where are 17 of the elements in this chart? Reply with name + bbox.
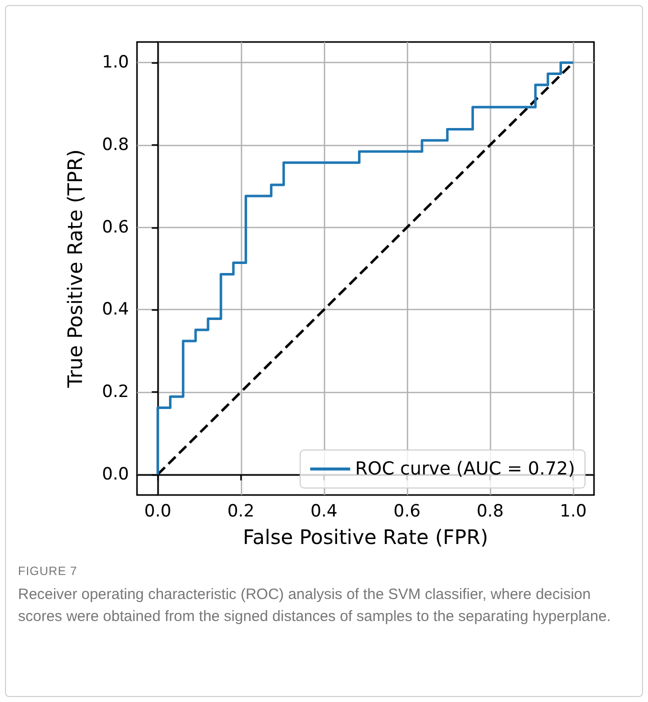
y-tick-label: 0.4: [102, 300, 129, 320]
x-axis-title: False Positive Rate (FPR): [242, 525, 488, 549]
x-tick-label: 0.4: [310, 502, 338, 522]
legend-label: ROC curve (AUC = 0.72): [355, 458, 576, 480]
caption: FIGURE 7: [18, 564, 78, 578]
y-axis-title: True Positive Rate (TPR): [63, 149, 87, 389]
y-tick-label: 1.0: [102, 52, 129, 73]
text: Receiver operating characteristic (ROC) analysis of the SVM classifier, where decision scores were obtained from the signed distances of samples to the separating hyperplane.: [18, 585, 612, 627]
x-tick-label: 0.8: [476, 502, 504, 522]
y-tick-label: 0.0: [102, 464, 129, 484]
x-tick-label: 0.0: [144, 502, 172, 522]
y-tick-label: 0.2: [102, 382, 129, 402]
x-tick-label: 0.2: [227, 502, 254, 522]
x-tick-label: 1.0: [560, 502, 587, 522]
x-tick-label: 0.6: [394, 502, 421, 522]
y-tick-label: 0.6: [102, 217, 129, 238]
y-tick-label: 0.8: [102, 134, 129, 155]
